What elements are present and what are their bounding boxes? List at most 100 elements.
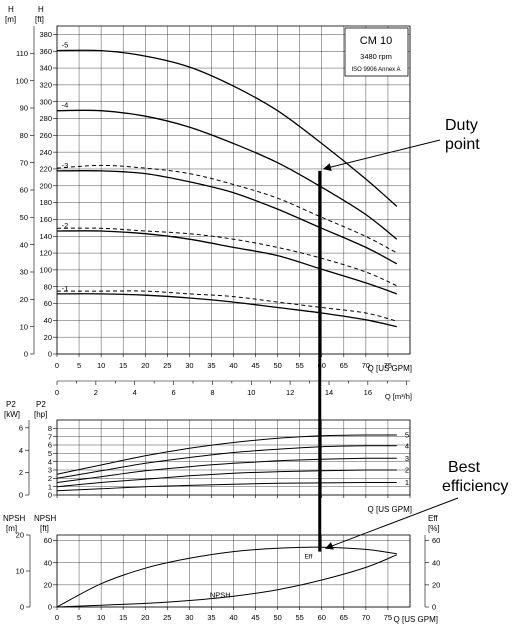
power-hp-tick-label: 0 (48, 491, 52, 500)
power-hp-tick-label: 3 (48, 466, 52, 475)
duty-point-callout: Duty point (445, 117, 480, 153)
power-curve-stage (56, 469, 397, 488)
npsh-left-axis-unit: [m] (6, 524, 17, 533)
head-ft-tick-label: 180 (39, 198, 52, 207)
npsh-m-tick-label: 0 (20, 603, 24, 612)
best-efficiency-label: Best efficiency (442, 459, 508, 495)
npsh-x-tick-label: 40 (229, 613, 237, 622)
model-title-box: CM 10 3480 rpm ISO 9906 Annex A (344, 27, 409, 77)
head-m-tick-label: 10 (20, 322, 28, 331)
head-x-tick-label: 75 (384, 361, 392, 370)
head-ft-tick-label: 200 (39, 181, 52, 190)
eff-tick-label: 0 (432, 603, 436, 612)
power-hp-tick-label: 6 (48, 441, 52, 450)
head-ft-tick-label: 120 (39, 249, 52, 258)
head-ft-tick-label: 260 (39, 131, 52, 140)
head-ft-tick-label: 380 (39, 30, 52, 39)
head-ft-tick-label: 240 (39, 148, 52, 157)
power-hp-tick-label: 2 (48, 474, 52, 483)
head-x-tick-label: 20 (141, 361, 149, 370)
duty-point-label: Duty point (445, 117, 480, 153)
npsh-x-tick-label: 30 (185, 613, 193, 622)
power-curve-stage (56, 457, 397, 483)
model-standard: ISO 9906 Annex A (351, 67, 400, 73)
npsh-left-axis-title: NPSH (3, 514, 25, 523)
head-ft-tick-label: 140 (39, 232, 52, 241)
model-speed: 3480 rpm (360, 52, 392, 61)
head-ft-tick-label: 80 (44, 282, 52, 291)
head-x-tick-label: 65 (340, 361, 348, 370)
npsh-x-tick-label: 25 (163, 613, 171, 622)
npsh-curve (56, 554, 397, 608)
annotation-overlay (318, 139, 459, 552)
npsh-right-axis-title: NPSH (34, 514, 56, 523)
power-hp-tick-label: 4 (48, 457, 52, 466)
metric-axis-tick-label: 2 (94, 388, 98, 397)
head-ft-tick-label: 280 (39, 114, 52, 123)
npsh-x-tick-label: 45 (251, 613, 259, 622)
head-ft-tick-label: 60 (44, 299, 52, 308)
npsh-eff-panel: NPSH [m] NPSH [ft] Eff [%] 0204060010200… (3, 514, 440, 624)
metric-axis-tick-label: 8 (210, 388, 214, 397)
power-hp-tick-label: 8 (48, 424, 52, 433)
npsh-x-tick-label: 70 (362, 613, 370, 622)
model-name: CM 10 (360, 35, 392, 47)
metric-axis-tick-label: 4 (133, 388, 137, 397)
head-m-tick-label: 60 (20, 186, 28, 195)
eff-curve-label: Eff (305, 554, 313, 561)
npsh-grid (56, 535, 411, 608)
head-x-tick-label: 40 (229, 361, 237, 370)
head-curve-stage (56, 230, 398, 295)
power-hp-tick-label: 7 (48, 432, 52, 441)
head-curve-stage (56, 49, 398, 207)
head-x-tick-label: 35 (207, 361, 215, 370)
eff-tick-label: 60 (432, 536, 440, 545)
head-ft-tick-label: 160 (39, 215, 52, 224)
head-left-axis-title: H (8, 5, 14, 14)
head-right-axis-title: H (38, 5, 44, 14)
npsh-m-tick-label: 20 (16, 531, 24, 540)
head-m-tick-label: 40 (20, 240, 28, 249)
metric-flow-axis-label: Q [m³/h] (385, 392, 412, 401)
eff-curve (56, 546, 397, 608)
head-curve-dashed (57, 290, 397, 322)
power-left-axis-unit: [kW] (4, 410, 20, 419)
power-kw-tick-label: 2 (19, 468, 23, 477)
head-x-tick-label: 0 (55, 361, 59, 370)
head-ft-tick-label: 220 (39, 165, 52, 174)
duty-point-arrow (322, 139, 441, 172)
metric-axis-tick-label: 0 (55, 388, 59, 397)
head-curve-stage (56, 170, 398, 265)
head-left-axis-unit: [m] (5, 15, 16, 24)
eff-tick-label: 40 (432, 558, 440, 567)
npsh-x-tick-label: 35 (207, 613, 215, 622)
head-curve-stage (56, 109, 398, 240)
eff-axis-unit: [%] (428, 524, 440, 533)
npsh-ft-tick-label: 60 (44, 536, 52, 545)
head-curve-stage-label: -1 (62, 284, 69, 293)
npsh-x-tick-label: 65 (340, 613, 348, 622)
head-x-tick-label: 25 (163, 361, 171, 370)
head-x-tick-label: 5 (77, 361, 81, 370)
head-axis-ticks: 0204060801001201401601802002202402602803… (15, 26, 392, 370)
power-curve-stage-label: 4 (405, 441, 409, 450)
eff-tick-label: 20 (432, 580, 440, 589)
npsh-curve-label: NPSH (210, 591, 231, 600)
power-curve-stage-label: 5 (405, 431, 409, 440)
npsh-axis-ticks: 0 20 40 60 0 10 20 0 20 40 60 0 5 10 15 20 25 30 35 40 45 50 5… (16, 531, 441, 622)
head-x-tick-label: 60 (318, 361, 326, 370)
power-right-axis-unit: [hp] (34, 410, 47, 419)
power-hp-tick-label: 1 (48, 482, 52, 491)
head-m-tick-label: 110 (16, 49, 28, 58)
npsh-curves: Eff NPSH (56, 546, 397, 608)
power-right-axis-title: P2 (36, 400, 46, 409)
head-curve-stage-label: -2 (62, 221, 69, 230)
npsh-x-tick-label: 60 (318, 613, 326, 622)
head-ft-tick-label: 320 (39, 80, 52, 89)
npsh-x-tick-label: 5 (77, 613, 81, 622)
head-x-axis-label: Q [US GPM] (368, 364, 412, 373)
head-x-tick-label: 15 (119, 361, 127, 370)
head-panel: H [m] H [ft] 020406080100120140160180200… (5, 5, 412, 373)
